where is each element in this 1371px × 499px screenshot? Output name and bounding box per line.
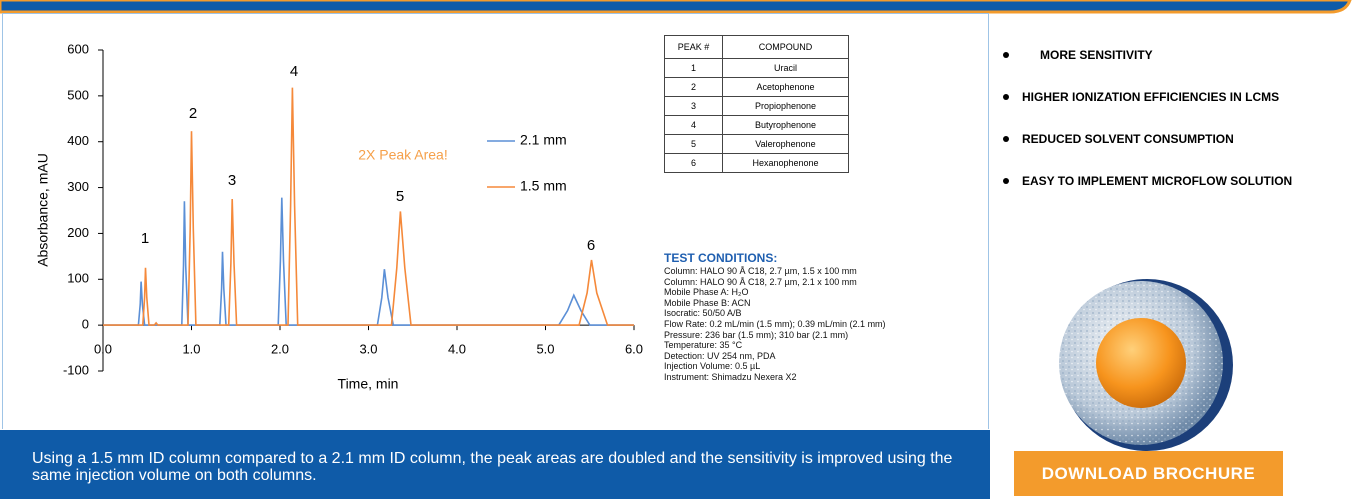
- table-cell: 5: [665, 135, 723, 154]
- table-header: PEAK #: [665, 36, 723, 59]
- table-cell: 2: [665, 78, 723, 97]
- test-condition: Flow Rate: 0.2 mL/min (1.5 mm); 0.39 mL/…: [664, 319, 886, 330]
- peak-label: 1: [141, 230, 149, 247]
- test-condition: Mobile Phase B: ACN: [664, 298, 886, 309]
- test-condition: Instrument: Shimadzu Nexera X2: [664, 372, 886, 383]
- x-tick-label: 5.0: [536, 342, 554, 357]
- x-tick-label: 0.0: [94, 342, 112, 357]
- test-conditions-title: TEST CONDITIONS:: [664, 250, 886, 266]
- table-cell: 6: [665, 154, 723, 173]
- test-condition: Temperature: 35 °C: [664, 340, 886, 351]
- test-condition: Mobile Phase A: H₂O: [664, 287, 886, 298]
- test-condition: Pressure: 236 bar (1.5 mm); 310 bar (2.1…: [664, 330, 886, 341]
- y-tick-label: 300: [67, 179, 89, 194]
- table-cell: Hexanophenone: [723, 154, 849, 173]
- test-conditions: TEST CONDITIONS:Column: HALO 90 Å C18, 2…: [664, 250, 886, 383]
- feature-item: MORE SENSITIVITY: [1000, 48, 1292, 90]
- y-tick-label: 400: [67, 133, 89, 148]
- table-cell: 3: [665, 97, 723, 116]
- y-tick-label: 0: [82, 317, 89, 332]
- feature-item: HIGHER IONIZATION EFFICIENCIES IN LCMS: [1000, 90, 1292, 132]
- test-condition: Isocratic: 50/50 A/B: [664, 308, 886, 319]
- x-tick-label: 6.0: [625, 342, 643, 357]
- test-condition: Detection: UV 254 nm, PDA: [664, 351, 886, 362]
- chart: Absorbance, mAU Time, min 2X Peak Area! …: [0, 0, 660, 430]
- download-button[interactable]: DOWNLOAD BROCHURE: [1014, 451, 1283, 496]
- test-condition: Column: HALO 90 Å C18, 2.7 µm, 1.5 x 100…: [664, 266, 886, 277]
- x-tick-label: 3.0: [359, 342, 377, 357]
- annotation: 2X Peak Area!: [358, 147, 448, 163]
- table-header-row: PEAK #COMPOUND: [665, 36, 849, 59]
- table-cell: Butyrophenone: [723, 116, 849, 135]
- peak-label: 6: [587, 237, 595, 254]
- table-cell: Propiophenone: [723, 97, 849, 116]
- x-tick-label: 2.0: [271, 342, 289, 357]
- caption: Using a 1.5 mm ID column compared to a 2…: [0, 430, 990, 499]
- table-header: COMPOUND: [723, 36, 849, 59]
- peak-label: 3: [228, 172, 236, 189]
- y-tick-label: 600: [67, 41, 89, 56]
- test-condition: Injection Volume: 0.5 µL: [664, 361, 886, 372]
- peak-label: 5: [396, 188, 404, 205]
- table-cell: Uracil: [723, 59, 849, 78]
- page: Absorbance, mAU Time, min 2X Peak Area! …: [0, 0, 1371, 499]
- legend-label: 2.1 mm: [520, 132, 567, 148]
- legend-label: 1.5 mm: [520, 178, 567, 194]
- y-tick-label: 200: [67, 225, 89, 240]
- x-tick-label: 1.0: [182, 342, 200, 357]
- feature-item: REDUCED SOLVENT CONSUMPTION: [1000, 132, 1292, 174]
- chromatogram-line: [103, 198, 634, 325]
- peak-label: 4: [290, 63, 298, 80]
- particle-image: [1055, 275, 1240, 455]
- table-cell: Acetophenone: [723, 78, 849, 97]
- peak-label: 2: [189, 105, 197, 122]
- y-tick-label: 500: [67, 87, 89, 102]
- y-axis-label: Absorbance, mAU: [35, 153, 51, 267]
- feature-item: EASY TO IMPLEMENT MICROFLOW SOLUTION: [1000, 174, 1292, 216]
- x-tick-label: 4.0: [448, 342, 466, 357]
- y-tick-label: 100: [67, 271, 89, 286]
- y-tick-label: -100: [63, 362, 89, 377]
- table-cell: Valerophenone: [723, 135, 849, 154]
- table-cell: 4: [665, 116, 723, 135]
- test-condition: Column: HALO 90 Å C18, 2.7 µm, 2.1 x 100…: [664, 277, 886, 288]
- x-axis-label: Time, min: [338, 376, 399, 392]
- table-cell: 1: [665, 59, 723, 78]
